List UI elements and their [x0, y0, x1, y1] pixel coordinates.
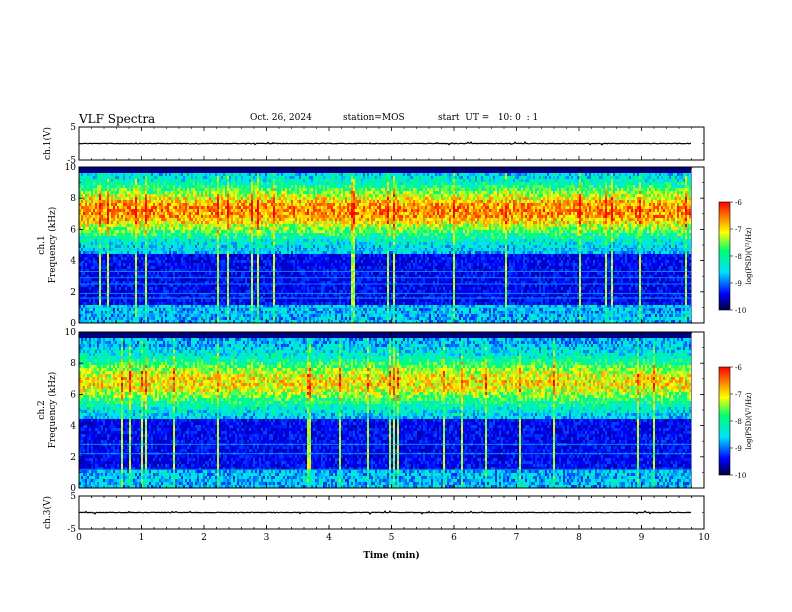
xtick-label-2: 2	[201, 533, 207, 543]
ch1-spectrogram-ylabel2: Frequency (kHz)	[47, 207, 58, 284]
xtick-label-10: 10	[698, 533, 710, 543]
ch2-colorbar: -6 -7 -8 -9 -10 log(PSD)(V²/Hz)	[719, 364, 753, 480]
ch1-cb-label: log(PSD)(V²/Hz)	[745, 227, 753, 284]
xtick-label-7: 7	[514, 533, 520, 543]
ch2-cb-tick-label-1: -7	[735, 391, 742, 399]
ch1-spectrogram: ch.1 Frequency (kHz)	[37, 167, 704, 323]
ch3-waveform-ylabel: ch.3(V)	[42, 496, 53, 529]
ch1-waveform-ylabel: ch.1(V)	[42, 127, 53, 160]
ch2-cb-tick-label-2: -8	[735, 418, 742, 426]
ch2-spectrogram-ylabel2: Frequency (kHz)	[47, 372, 58, 449]
ch2-cb-tick-label-4: -10	[735, 472, 746, 480]
ch2-spectrogram-ylabel: ch.2	[37, 400, 47, 419]
ch2-cb-label: log(PSD)(V²/Hz)	[745, 392, 753, 449]
ch3-waveform: ch.3(V)	[42, 496, 704, 529]
ch1-colorbar: -6 -7 -8 -9 -10 log(PSD)(V²/Hz)	[719, 199, 753, 315]
ch2-colorbar-bar	[719, 367, 730, 475]
ch2-spectrogram: ch.2 Frequency (kHz)	[37, 332, 704, 488]
ch2-spectrogram-ytick-label-3: 6	[70, 390, 76, 400]
xtick-label-9: 9	[639, 533, 645, 543]
ch2-cb-tick-label-0: -6	[735, 364, 742, 372]
ch2-spectrogram-ytick-label-5: 10	[65, 328, 77, 338]
ch1-waveform-ytick-label-0: 5	[70, 123, 76, 133]
ch3-waveform-ytick-label-1: -5	[67, 525, 76, 535]
ch2-cb-tick-label-3: -9	[735, 445, 742, 453]
xtick-label-5: 5	[389, 533, 395, 543]
ch1-spectrogram-ytick-label-2: 4	[70, 257, 76, 267]
ch2-spectrogram-ytick-label-4: 8	[70, 359, 76, 369]
ch1-spectrogram-ytick-label-5: 10	[65, 163, 77, 173]
ch2-spectrogram-ytick-label-1: 2	[70, 453, 76, 463]
ch1-cb-tick-label-4: -10	[735, 307, 746, 315]
xtick-label-1: 1	[139, 533, 145, 543]
xtick-label-8: 8	[576, 533, 582, 543]
xtick-label-4: 4	[326, 533, 332, 543]
ch1-cb-tick-label-0: -6	[735, 199, 742, 207]
ch1-spectrogram-ylabel: ch.1	[37, 235, 47, 254]
ch1-spectrogram-ytick-label-4: 8	[70, 194, 76, 204]
ch1-waveform: ch.1(V)	[42, 127, 704, 160]
ch2-spectrogram-ytick-label-2: 4	[70, 422, 76, 432]
ch3-waveform-ytick-label-0: 5	[70, 492, 76, 502]
ch1-spectrogram-cells	[79, 167, 691, 323]
ch2-spectrogram-cells	[79, 332, 691, 488]
xtick-label-3: 3	[264, 533, 270, 543]
ch1-cb-tick-label-3: -9	[735, 280, 742, 288]
xaxis-label: Time (min)	[363, 550, 420, 561]
ch1-colorbar-bar	[719, 202, 730, 310]
xtick-label-0: 0	[76, 533, 82, 543]
xtick-label-6: 6	[451, 533, 457, 543]
ch1-spectrogram-ytick-label-3: 6	[70, 225, 76, 235]
ch1-cb-tick-label-2: -8	[735, 253, 742, 261]
ch1-cb-tick-label-1: -7	[735, 226, 742, 234]
ch1-spectrogram-ytick-label-1: 2	[70, 288, 76, 298]
